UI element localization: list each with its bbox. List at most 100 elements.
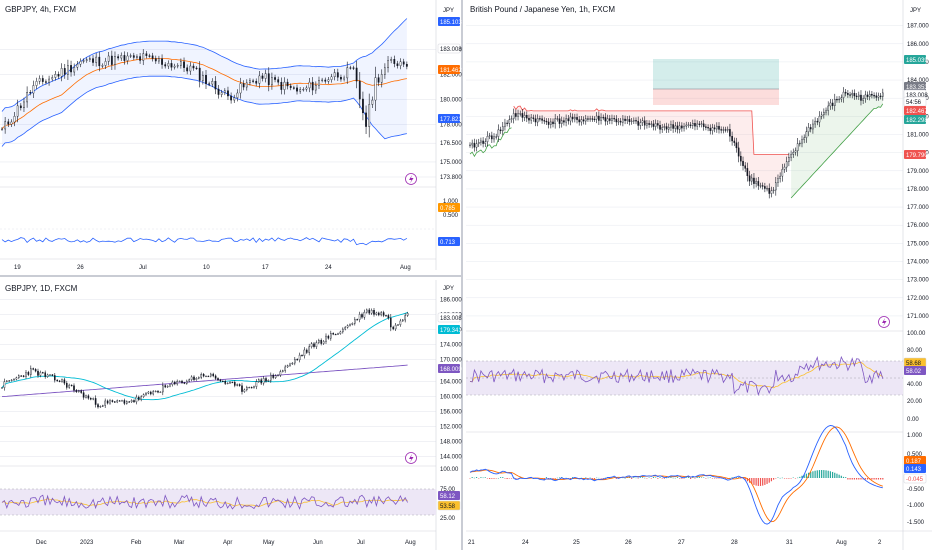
macd-histogram-bar: [703, 477, 705, 478]
price-tag-1d-bg: [438, 325, 460, 334]
candle-1h-body: [779, 175, 781, 179]
time-axis-label: Dec: [36, 540, 47, 546]
macd-histogram-bar: [797, 477, 799, 479]
candle-1d-body: [301, 354, 303, 357]
candle-1h-body: [654, 123, 657, 127]
candle-1h-body: [667, 126, 670, 130]
candle-4h-body: [205, 75, 207, 84]
candle-1h-body: [569, 116, 572, 122]
price-tag-1h-bg: [904, 55, 926, 64]
candle-1h-body: [840, 97, 843, 100]
price-tag-1h: 54:56: [906, 100, 922, 106]
lightning-icon[interactable]: [878, 316, 890, 328]
candle-4h-body: [195, 67, 198, 70]
time-axis-label: May: [263, 540, 274, 546]
macd-histogram-bar: [700, 477, 703, 478]
price-tag-1h: 182.298: [906, 118, 928, 124]
candle-4h-body: [129, 55, 132, 57]
candle-4h-body: [110, 55, 113, 65]
candle-1d-body: [332, 333, 335, 335]
macd-histogram-bar: [517, 478, 519, 479]
chart-panel-1h[interactable]: 187.000186.000185.000184.000183.000182.0…: [466, 0, 932, 550]
candle-1h-body: [809, 127, 812, 130]
price-tag-1d: 168.009: [440, 367, 462, 373]
candle-1d-body: [183, 382, 186, 384]
candle-1h-body: [469, 144, 471, 146]
candle-4h-body: [142, 53, 145, 61]
candle-1h-body: [705, 126, 707, 128]
candle-1h-body: [646, 123, 648, 126]
price-axis-label: 148.000: [440, 439, 462, 445]
candle-4h-body: [117, 56, 120, 59]
lightning-icon[interactable]: [405, 452, 417, 464]
candle-1h-body: [589, 118, 591, 120]
macd-histogram-bar: [589, 477, 591, 479]
macd-histogram-bar: [565, 477, 567, 479]
candle-1d-body: [366, 309, 368, 313]
time-axis-label: Aug: [405, 540, 416, 546]
candle-1h-body: [700, 123, 703, 125]
candle-4h-body: [280, 82, 283, 90]
candle-4h-body: [318, 80, 320, 86]
lightning-icon[interactable]: [405, 173, 417, 185]
panel-1h-title: British Pound / Japanese Yen, 1h, FXCM: [470, 5, 615, 14]
candle-1d-body: [390, 317, 392, 328]
candle-1h-body: [521, 113, 524, 118]
macd-histogram-bar: [596, 477, 598, 479]
macd-histogram-bar: [845, 477, 847, 478]
macd-histogram-bar: [840, 475, 842, 478]
macd-histogram-bar: [631, 478, 633, 479]
candle-1h-body: [619, 120, 622, 123]
candle-1h-body: [823, 111, 825, 116]
candle-1h-body: [604, 117, 607, 122]
candle-1d-body: [92, 398, 94, 400]
candle-4h-body: [126, 55, 129, 61]
time-axis-label: Jun: [313, 540, 323, 546]
candle-1d-body: [140, 396, 143, 400]
candle-1d-body: [185, 380, 188, 384]
candle-1d-body: [315, 342, 318, 347]
candle-4h-body: [314, 85, 317, 91]
candle-1h-body: [482, 140, 484, 144]
macd-histogram-bar: [683, 478, 685, 479]
macd-histogram-bar: [753, 478, 755, 485]
position-profit-zone[interactable]: [653, 59, 779, 89]
osc-tag-bg: [438, 237, 460, 246]
candle-1h-body: [552, 121, 554, 125]
price-tag-4h-bg: [438, 17, 460, 26]
chart-panel-1d[interactable]: 186.000182.000178.000174.000170.000164.0…: [0, 280, 462, 550]
candle-4h-body: [198, 67, 201, 81]
rsi-line: [1, 494, 408, 510]
macd-histogram-bar: [604, 477, 607, 479]
macd-histogram-bar: [744, 478, 746, 480]
candle-4h-body: [346, 67, 349, 79]
candle-4h-body: [220, 92, 223, 95]
price-axis-label: 173.000: [907, 278, 929, 284]
macd-histogram-bar: [639, 477, 641, 478]
chart-panel-4h[interactable]: 184.000182.000180.000178.000176.500175.0…: [0, 0, 462, 271]
time-axis-label: 28: [731, 540, 738, 546]
candle-1d-body: [279, 371, 282, 376]
candle-1h-body: [796, 143, 799, 152]
price-tag-4h: 177.821: [440, 117, 462, 123]
candle-1d-body: [82, 392, 85, 398]
candle-1d-body: [207, 375, 210, 378]
supertrend-up-line: [790, 103, 884, 199]
candle-4h-body: [274, 77, 276, 80]
candle-1d-body: [248, 387, 251, 389]
price-axis-label: 177.000: [907, 205, 929, 211]
position-loss-zone[interactable]: [653, 89, 779, 105]
macd-histogram-bar: [622, 477, 624, 479]
candle-1h-body: [772, 189, 775, 192]
candle-1h-body: [783, 166, 786, 170]
candle-1h-body: [563, 120, 565, 123]
candle-1d-body: [313, 343, 315, 347]
lightning-icon-glyph: [409, 175, 414, 184]
rsi-tag-bg: [437, 500, 461, 511]
candle-1h-body: [508, 119, 511, 124]
candle-4h-body: [57, 74, 60, 77]
rsi-line: [469, 355, 884, 397]
candle-1d-body: [181, 380, 183, 383]
candle-1d-body: [27, 372, 30, 375]
candle-1h-body: [519, 113, 522, 115]
